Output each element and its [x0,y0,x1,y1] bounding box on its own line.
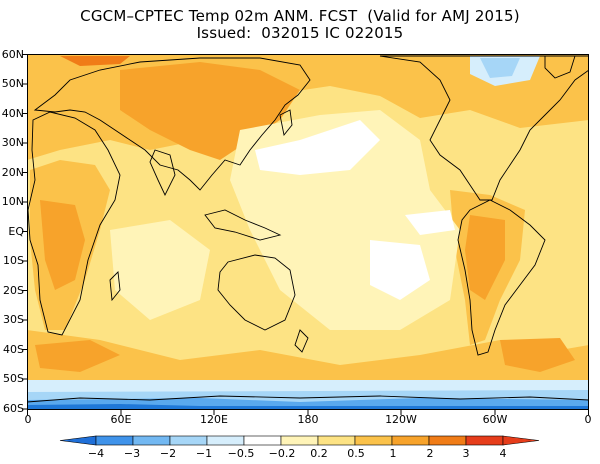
lat-label: 30S [3,313,24,326]
colorbar-label: −1 [195,447,213,460]
coastlines [27,55,589,403]
colorbar-segment [95,435,134,446]
lon-label: 60E [110,413,132,426]
colorbar-segment [132,435,171,446]
field-strong-southindian [35,340,120,372]
field-weak-indian [110,220,210,320]
lat-label: 10S [3,254,24,267]
field-neg-antarctic-core [27,404,589,410]
colorbar-segment [391,435,430,446]
lon-label: 60W [482,413,508,426]
chart-subtitle: Issued: 032015 IC 022015 [196,24,404,42]
coast-africa [27,111,121,336]
field-strong-samerica [465,215,505,300]
colorbar-label: 0.5 [347,447,365,460]
coast-japan [279,109,293,137]
colorbar-label: −3 [123,447,141,460]
lon-label: 120W [385,413,417,426]
colorbar-label: −2 [159,447,177,460]
colorbar-label: 1 [389,447,397,460]
colorbar-segment [280,435,319,446]
lat-label: 60N [1,48,24,61]
chart-title: CGCM–CPTEC Temp 02m ANM. FCST (Valid for… [80,7,520,25]
lat-label: 30N [1,136,24,149]
lon-label: 180 [297,413,319,426]
lat-label: 50N [1,77,24,90]
coast-southamerica [457,199,546,356]
coast-eurasia [33,57,311,191]
colorbar-label: −0.5 [227,447,255,460]
colorbar-segment [206,435,245,446]
coast-indonesia [204,209,282,241]
lon-label: 0 [584,413,592,426]
colorbar [59,435,540,446]
lat-label: 10N [1,195,24,208]
colorbar-arrow-high [502,435,540,446]
colorbar-segment [169,435,208,446]
colorbar-label: −4 [87,447,105,460]
field-very-strong-north [60,56,130,66]
colorbar-segment [243,435,282,446]
field-moderate-south [27,330,589,392]
field-neutral-eq [405,210,455,235]
lon-label: 120E [200,413,228,426]
field-neg-northamerica-core [480,58,520,78]
field-neutral-npacific [255,120,380,175]
field-strong-africa [40,200,85,290]
lat-ticks [22,54,27,410]
coast-australia [217,254,296,331]
colorbar-label: 4 [499,447,507,460]
colorbar-arrow-low [59,435,97,446]
colorbar-segment [465,435,504,446]
coast-india [149,149,176,197]
field-strong-southatlantic [500,338,575,372]
lon-ticks [27,410,589,415]
colorbar-segment [354,435,393,446]
coast-newzealand [294,329,309,353]
coast-antarctica [27,395,589,403]
coast-madagascar [109,271,121,302]
map-frame [27,54,589,410]
colorbar-segment [428,435,467,446]
lat-label: 20N [1,166,24,179]
colorbar-label: 0.2 [310,447,328,460]
lat-label: EQ [8,225,24,238]
coast-northamerica [379,55,589,201]
lat-label: 40S [3,343,24,356]
lat-label: 50S [3,372,24,385]
colorbar-label: −0.2 [268,447,296,460]
lon-label: 0 [24,413,32,426]
lat-label: 40N [1,107,24,120]
colorbar-label: 3 [462,447,470,460]
colorbar-segment [317,435,356,446]
field-neutral-spacific [370,240,430,300]
coast-greenland [544,55,576,79]
colorbar-label: 2 [426,447,434,460]
lat-label: 60S [3,402,24,415]
lat-label: 20S [3,284,24,297]
